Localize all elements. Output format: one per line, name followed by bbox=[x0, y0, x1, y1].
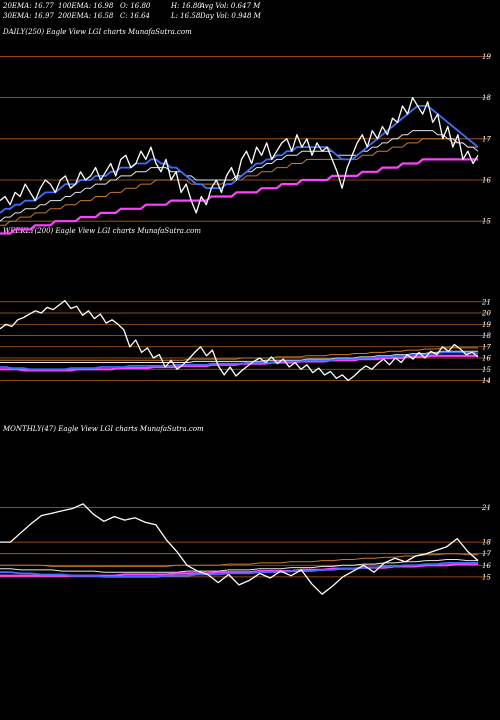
weekly-ema-brown-line bbox=[0, 347, 478, 361]
daily-y-tick-label: 18 bbox=[482, 94, 491, 102]
monthly-panel-label: MONTHLY(47) Eagle View LGI charts Munafa… bbox=[3, 425, 204, 433]
weekly-y-tick-label: 14 bbox=[482, 377, 491, 385]
daily-panel-label: DAILY(250) Eagle View LGI charts MunafaS… bbox=[3, 28, 192, 36]
day-vol-readout: Day Vol: 0.948 M bbox=[200, 12, 261, 20]
daily-y-tick-label: 16 bbox=[482, 177, 491, 185]
daily-ema-mid-line bbox=[0, 130, 479, 222]
weekly-ema-fast-line bbox=[0, 351, 479, 371]
daily-price-line bbox=[0, 96, 479, 214]
ema30-readout: 30EMA: 16.97 bbox=[3, 12, 54, 20]
close-readout: C: 16.64 bbox=[120, 12, 150, 20]
ema100-readout: 100EMA: 16.98 bbox=[58, 2, 114, 10]
ema20-readout: 20EMA: 16.77 bbox=[3, 2, 54, 10]
header-row-2: 30EMA: 16.97 200EMA: 16.58 C: 16.64 L: 1… bbox=[3, 12, 261, 60]
weekly-y-tick-label: 15 bbox=[482, 366, 491, 374]
daily-ema-slow-line bbox=[0, 158, 478, 235]
weekly-price-line bbox=[0, 299, 479, 382]
daily-ema-fast-line bbox=[0, 105, 479, 214]
weekly-panel-label: WEEKLY(200) Eagle View LGI charts Munafa… bbox=[3, 227, 201, 235]
monthly-y-tick-label: 18 bbox=[482, 539, 491, 547]
header-row-1: 20EMA: 16.77 100EMA: 16.98 O: 16.80 H: 1… bbox=[3, 2, 260, 50]
weekly-y-tick-label: 17 bbox=[482, 343, 491, 351]
open-readout: O: 16.80 bbox=[120, 2, 151, 10]
daily-y-tick-label: 19 bbox=[482, 53, 491, 61]
monthly-y-tick-label: 17 bbox=[482, 550, 491, 558]
daily-y-tick-label: 17 bbox=[482, 135, 491, 143]
avg-vol-readout: Avg Vol: 0.647 M bbox=[200, 2, 261, 10]
monthly-panel: 21 18 17 16 15 bbox=[0, 503, 491, 595]
weekly-y-tick-label: 16 bbox=[482, 355, 491, 363]
monthly-ema-fast-line bbox=[0, 562, 478, 578]
monthly-y-tick-label: 16 bbox=[482, 562, 491, 570]
monthly-price-line bbox=[0, 503, 479, 595]
monthly-ema-brown-line bbox=[0, 553, 478, 567]
monthly-ema-mid-line bbox=[0, 559, 478, 573]
weekly-y-tick-label: 19 bbox=[482, 321, 491, 329]
high-readout: H: 16.80 bbox=[171, 2, 202, 10]
daily-panel: 19 18 17 16 15 bbox=[0, 53, 491, 235]
weekly-y-tick-label: 21 bbox=[481, 298, 491, 306]
weekly-y-tick-label: 18 bbox=[482, 332, 491, 340]
weekly-y-tick-label: 20 bbox=[481, 310, 491, 318]
daily-ema-brown-line bbox=[0, 138, 478, 226]
monthly-y-tick-label: 15 bbox=[482, 573, 491, 581]
weekly-panel: 21 20 19 18 17 16 15 14 bbox=[0, 298, 491, 385]
daily-y-tick-label: 15 bbox=[482, 218, 491, 226]
weekly-ema-mid-line bbox=[0, 350, 478, 363]
low-readout: L: 16.58 bbox=[171, 12, 201, 20]
monthly-y-tick-label: 21 bbox=[481, 504, 491, 512]
ema200-readout: 200EMA: 16.58 bbox=[58, 12, 114, 20]
